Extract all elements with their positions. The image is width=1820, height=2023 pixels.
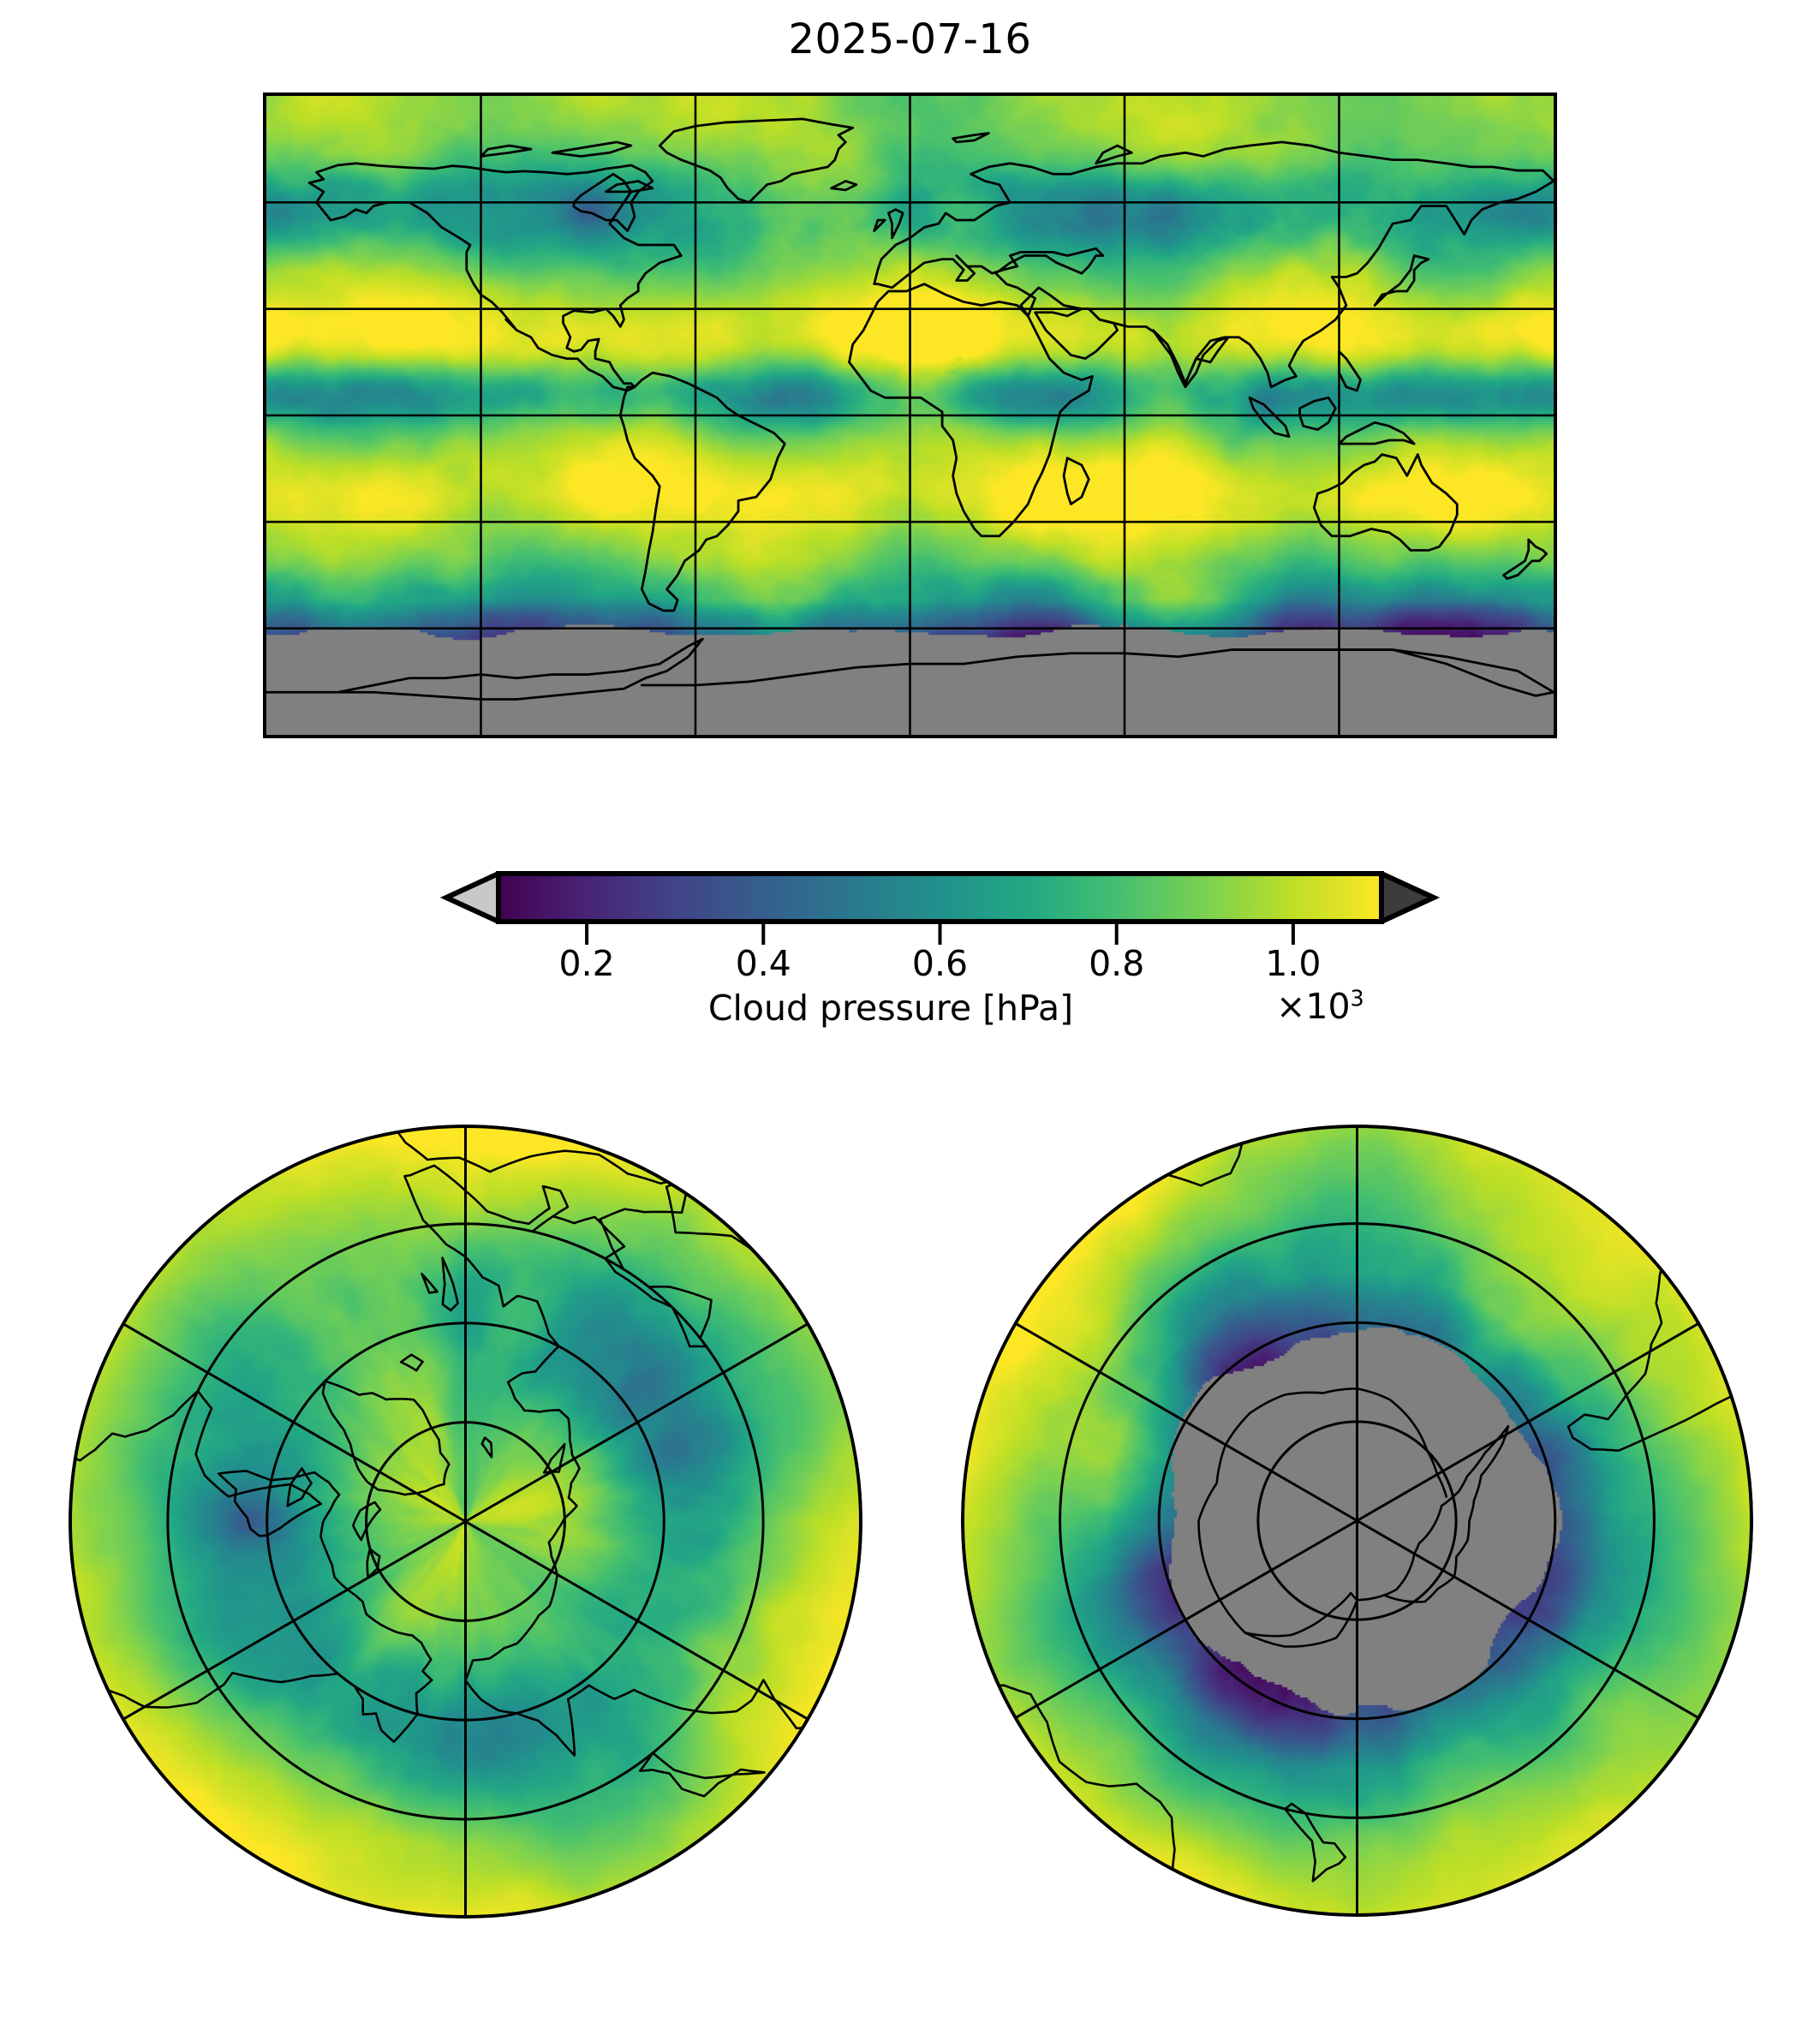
colorbar-tick-label-2: 0.6 [911, 943, 969, 984]
north-polar-panel[interactable] [69, 1125, 862, 1919]
colorbar-offset-text: ×103 [1276, 986, 1447, 1027]
colorbar-body[interactable] [496, 871, 1384, 924]
colorbar-tick-label-3: 0.8 [1089, 943, 1145, 984]
colorbar-label: Cloud pressure [hPa] [707, 988, 1074, 1029]
colorbar-tick-label-4: 1.0 [1265, 943, 1322, 984]
colorbar-offset-exponent: 3 [1350, 985, 1364, 1012]
colorbar-extend-max-arrow [1379, 871, 1441, 924]
north-polar-raster [69, 1125, 862, 1919]
colorbar-tick-label-1: 0.4 [735, 943, 791, 984]
colorbar-gradient-bar[interactable] [420, 871, 1460, 924]
colorbar-tick-label-0: 0.2 [558, 943, 615, 984]
south-polar-panel[interactable] [961, 1125, 1753, 1917]
south-polar-disc [961, 1125, 1753, 1917]
colorbar-offset-base: ×10 [1276, 986, 1351, 1027]
page-title: 2025-07-16 [788, 15, 1032, 63]
colorbar-tick-marks [585, 924, 1295, 945]
global-map-panel[interactable] [263, 92, 1557, 738]
colorbar-extend-min-arrow [439, 871, 501, 924]
south-polar-raster [961, 1125, 1753, 1917]
colorbar[interactable]: 0.2 0.4 0.6 0.8 1.0 Cloud pressure [hPa]… [420, 852, 1460, 1036]
global-map-raster [266, 96, 1554, 735]
north-polar-disc [69, 1125, 862, 1919]
